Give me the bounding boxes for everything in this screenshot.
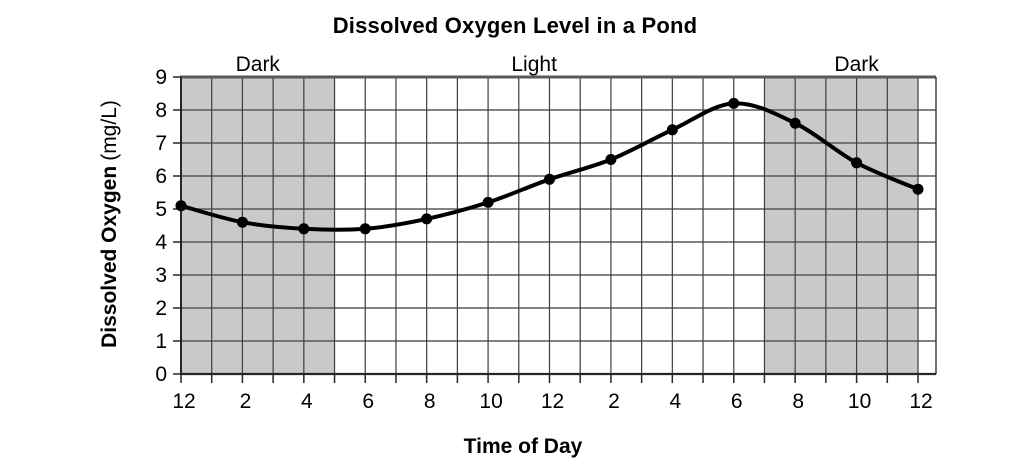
x-axis-title: Time of Day — [463, 435, 583, 458]
data-point-marker — [482, 196, 494, 208]
y-tick-label: 1 — [155, 330, 167, 353]
data-point-marker — [544, 173, 555, 185]
x-tick-label: 4 — [669, 390, 681, 413]
dark-region-shading — [764, 77, 918, 374]
x-tick-label: 12 — [541, 390, 564, 413]
y-tick-label: 0 — [155, 363, 167, 386]
data-point-marker — [175, 200, 187, 212]
y-tick-label: 2 — [155, 297, 167, 320]
x-tick-label: 12 — [172, 390, 195, 413]
y-tick-label: 8 — [155, 99, 167, 122]
region-label: Dark — [236, 53, 281, 76]
x-tick-label: 6 — [362, 390, 374, 413]
data-point-marker — [912, 183, 924, 195]
data-point-marker — [851, 157, 863, 169]
data-point-marker — [728, 97, 740, 109]
x-tick-label: 6 — [731, 390, 743, 413]
x-tick-label: 8 — [792, 390, 804, 413]
x-tick-label: 4 — [301, 390, 313, 413]
data-point-marker — [298, 223, 310, 235]
y-tick-label: 6 — [155, 165, 167, 188]
data-point-marker — [359, 223, 371, 235]
chart-title: Dissolved Oxygen Level in a Pond — [332, 13, 698, 38]
data-point-marker — [236, 216, 248, 228]
y-tick-label: 4 — [155, 231, 167, 254]
region-label: Dark — [834, 53, 879, 76]
x-tick-label: 10 — [479, 390, 502, 413]
data-point-marker — [421, 213, 433, 225]
y-tick-label: 7 — [155, 132, 167, 155]
data-point-marker — [666, 124, 678, 136]
y-tick-label: 9 — [155, 66, 167, 89]
data-point-marker — [789, 117, 801, 129]
x-tick-label: 12 — [909, 390, 932, 413]
region-label: Light — [511, 53, 557, 76]
x-tick-label: 8 — [424, 390, 436, 413]
y-tick-label: 3 — [155, 264, 167, 287]
y-tick-label: 5 — [155, 198, 167, 221]
data-point-marker — [605, 154, 617, 165]
x-tick-label: 10 — [848, 390, 871, 413]
x-tick-label: 2 — [608, 390, 620, 413]
x-tick-label: 2 — [240, 390, 252, 413]
